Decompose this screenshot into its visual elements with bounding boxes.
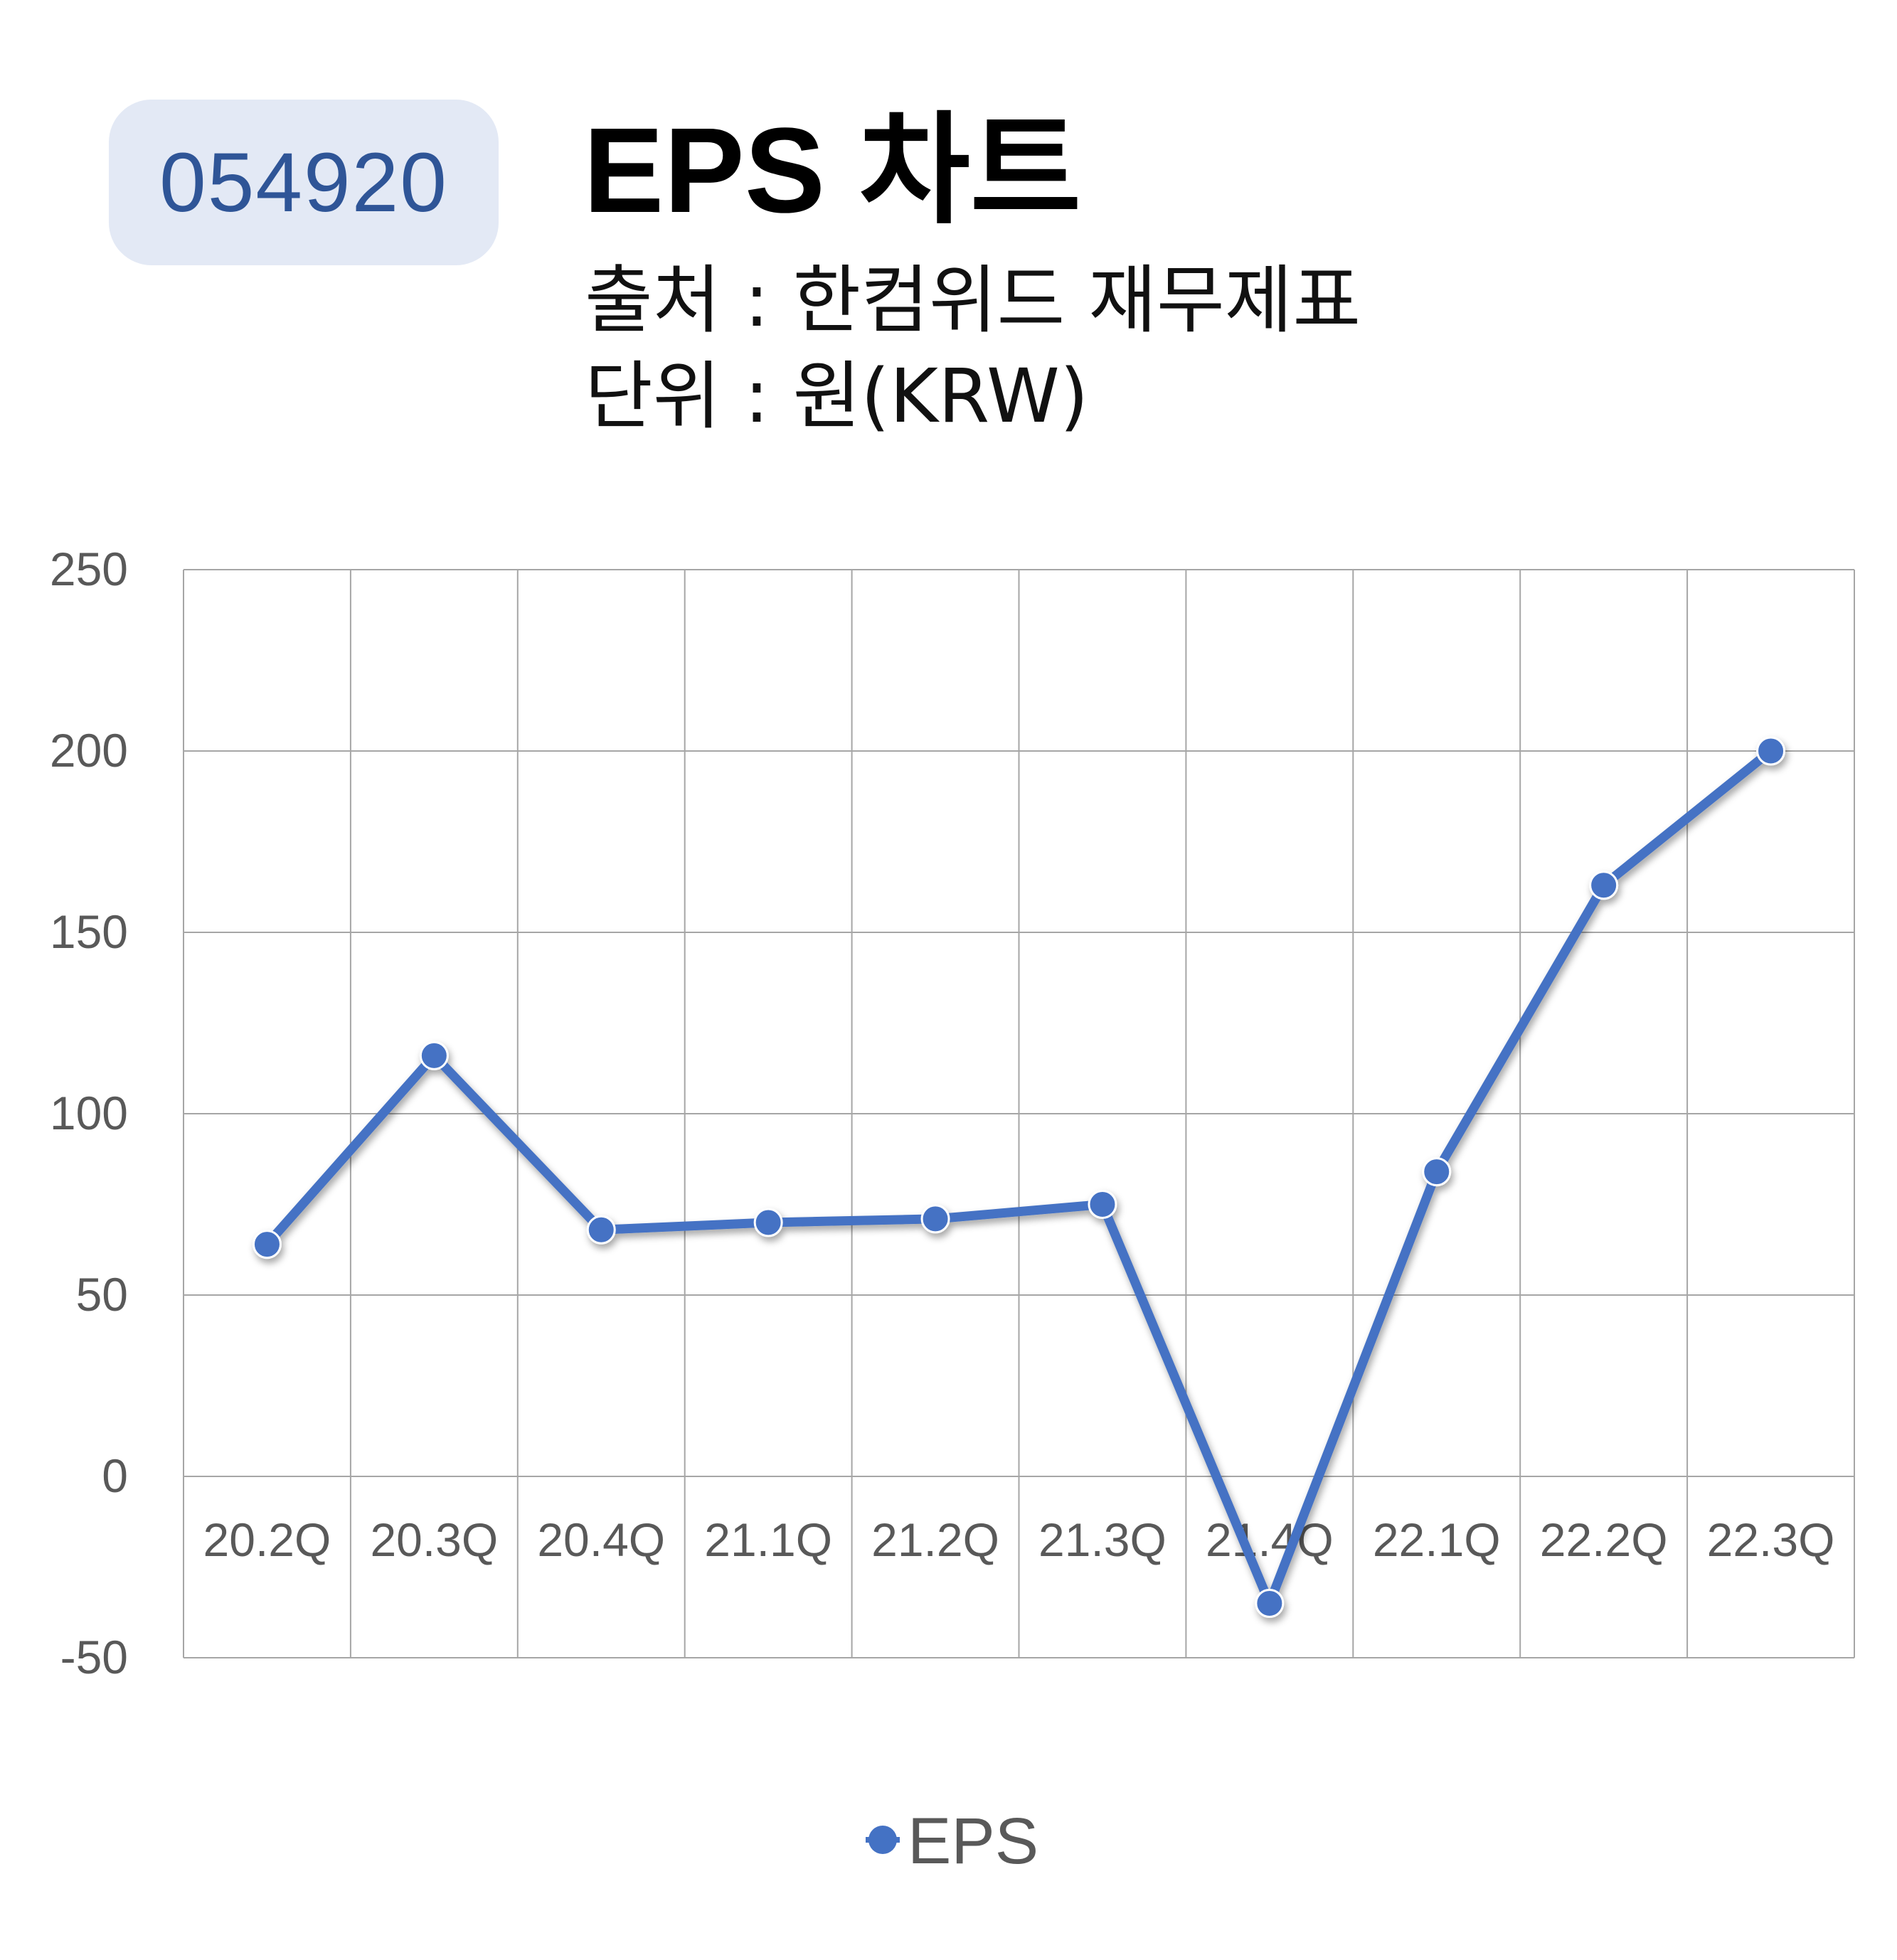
data-point	[1255, 1589, 1285, 1618]
data-point	[1756, 736, 1786, 766]
category-label: 20.3Q	[370, 1513, 498, 1566]
category-label: 20.4Q	[537, 1513, 665, 1566]
category-label: 20.2Q	[203, 1513, 331, 1566]
y-tick-label: 0	[102, 1449, 128, 1502]
data-point	[920, 1204, 950, 1234]
chart-title: EPS 차트	[583, 103, 1082, 238]
y-tick-label: 50	[76, 1268, 128, 1321]
y-tick-label: -50	[60, 1631, 128, 1683]
category-label: 22.1Q	[1373, 1513, 1501, 1566]
y-tick-label: 200	[50, 724, 128, 777]
data-point	[1088, 1190, 1117, 1219]
category-label: 22.2Q	[1540, 1513, 1668, 1566]
data-point	[753, 1208, 783, 1237]
ticker-code: 054920	[159, 135, 448, 230]
series-line-eps	[262, 746, 1776, 1608]
category-label: 21.3Q	[1038, 1513, 1167, 1566]
y-tick-label: 150	[50, 905, 128, 958]
category-label: 22.3Q	[1707, 1513, 1835, 1566]
y-tick-label: 100	[50, 1087, 128, 1139]
data-point	[252, 1230, 282, 1259]
data-point	[1589, 870, 1619, 900]
legend-marker-icon	[868, 1826, 897, 1854]
y-tick-label: 250	[50, 543, 128, 595]
legend-label: EPS	[908, 1805, 1038, 1878]
category-label: 21.2Q	[871, 1513, 999, 1566]
data-point	[586, 1215, 616, 1245]
data-point	[1422, 1157, 1452, 1187]
unit-line: 단위 : 원(KRW)	[585, 353, 1089, 440]
source-line: 출처 : 한컴위드 재무제표	[585, 257, 1361, 343]
category-label: 21.1Q	[704, 1513, 832, 1566]
category-label: 21.4Q	[1206, 1513, 1334, 1566]
data-point	[419, 1040, 449, 1070]
ticker-badge: 054920	[109, 100, 499, 265]
